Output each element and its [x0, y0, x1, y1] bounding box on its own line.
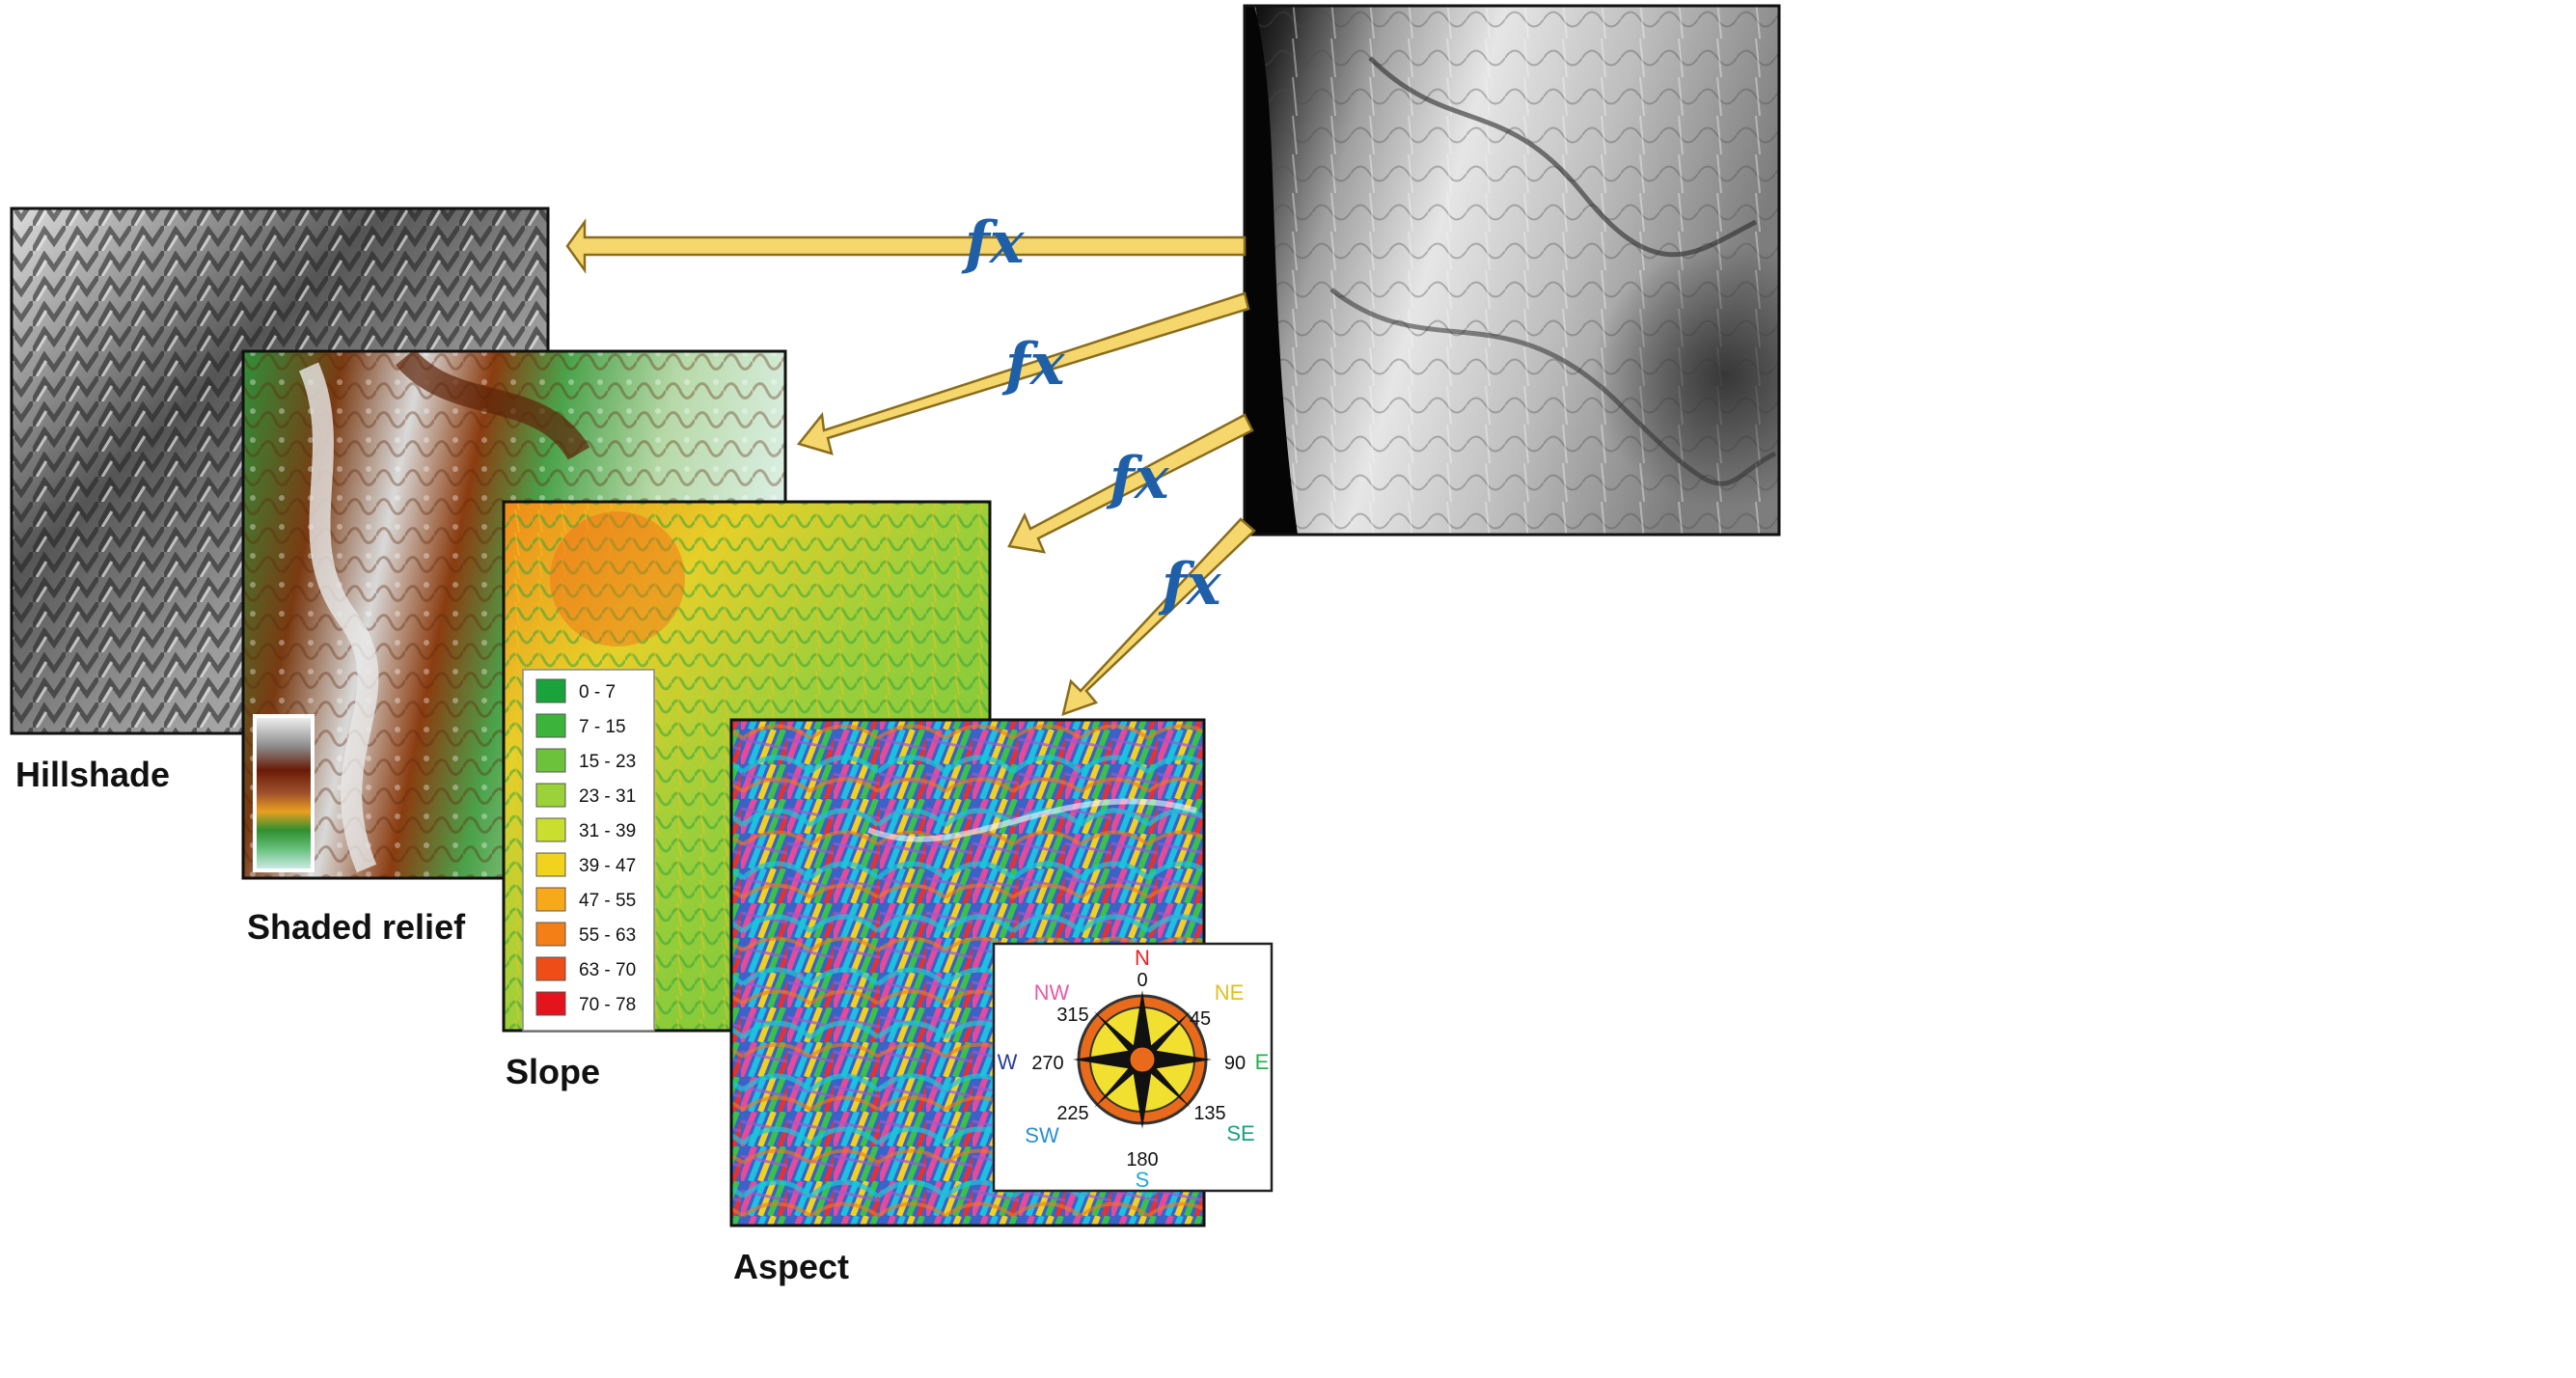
fx-label: fx [961, 209, 1026, 277]
slope-legend: 0 - 7 7 - 15 15 - 23 23 - 31 31 - 39 39 - 47 4… [522, 669, 655, 1032]
compass-degree-label: 135 [1193, 1103, 1225, 1124]
aspect-compass-legend: N NE E SE S SW W NW 0 45 90 135 180 225 270 315 [992, 942, 1274, 1193]
compass-direction-label: W [998, 1050, 1018, 1074]
slope-legend-label: 70 - 78 [579, 995, 636, 1015]
slope-legend-swatch [535, 956, 566, 981]
slope-legend-swatch [535, 817, 566, 842]
compass-degree-label: 225 [1056, 1103, 1088, 1124]
shaded-relief-color-ramp [253, 714, 315, 872]
slope-legend-swatch [535, 991, 566, 1016]
compass-degree-label: 315 [1056, 1005, 1088, 1026]
arrow-to-shaded-relief [796, 291, 1250, 455]
shaded-relief-caption: Shaded relief [247, 907, 466, 947]
compass-degree-label: 45 [1190, 1008, 1211, 1030]
slope-legend-swatch [535, 713, 566, 738]
fx-label: fx [1106, 445, 1170, 512]
slope-legend-swatch [535, 887, 566, 912]
compass-degree-label: 90 [1224, 1053, 1246, 1074]
slope-legend-swatch [535, 922, 566, 947]
slope-legend-label: 7 - 15 [579, 717, 626, 737]
slope-legend-label: 55 - 63 [579, 925, 636, 946]
slope-legend-label: 63 - 70 [579, 960, 636, 980]
slope-legend-label: 47 - 55 [579, 891, 636, 911]
compass-direction-label: NE [1215, 980, 1245, 1005]
compass-direction-label: SW [1025, 1123, 1059, 1147]
compass-direction-label: N [1135, 946, 1150, 970]
slope-legend-swatch [535, 783, 566, 808]
aspect-caption: Aspect [733, 1247, 850, 1286]
compass-degree-label: 0 [1137, 970, 1147, 991]
compass-rose-icon [1073, 990, 1212, 1129]
compass-direction-label: NW [1034, 980, 1070, 1005]
slope-legend-swatch [535, 678, 566, 703]
slope-legend-label: 23 - 31 [579, 786, 636, 807]
arrow-to-aspect [1061, 517, 1256, 716]
compass-direction-label: SE [1226, 1121, 1254, 1145]
slope-legend-label: 39 - 47 [579, 856, 636, 876]
fx-label: fx [1158, 551, 1222, 619]
slope-legend-label: 31 - 39 [579, 821, 636, 841]
slope-legend-label: 15 - 23 [579, 752, 636, 772]
compass-direction-label: E [1255, 1050, 1270, 1074]
compass-direction-label: S [1136, 1168, 1150, 1192]
aspect-image: N NE E SE S SW W NW 0 45 90 135 180 225 270 315 [729, 718, 1274, 1227]
slope-caption: Slope [506, 1052, 601, 1091]
compass-degree-label: 270 [1031, 1053, 1063, 1074]
arrow-to-hillshade [565, 218, 1247, 274]
hillshade-caption: Hillshade [15, 755, 171, 794]
dem-source-image [1243, 4, 1781, 537]
slope-legend-swatch [535, 852, 566, 877]
slope-legend-label: 0 - 7 [579, 682, 616, 703]
compass-degree-label: 180 [1126, 1149, 1158, 1171]
slope-legend-swatch [535, 748, 566, 773]
arrows: fx fx fx fx [565, 209, 1256, 716]
fx-label: fx [1001, 331, 1066, 399]
arrow-to-slope [1007, 413, 1254, 554]
